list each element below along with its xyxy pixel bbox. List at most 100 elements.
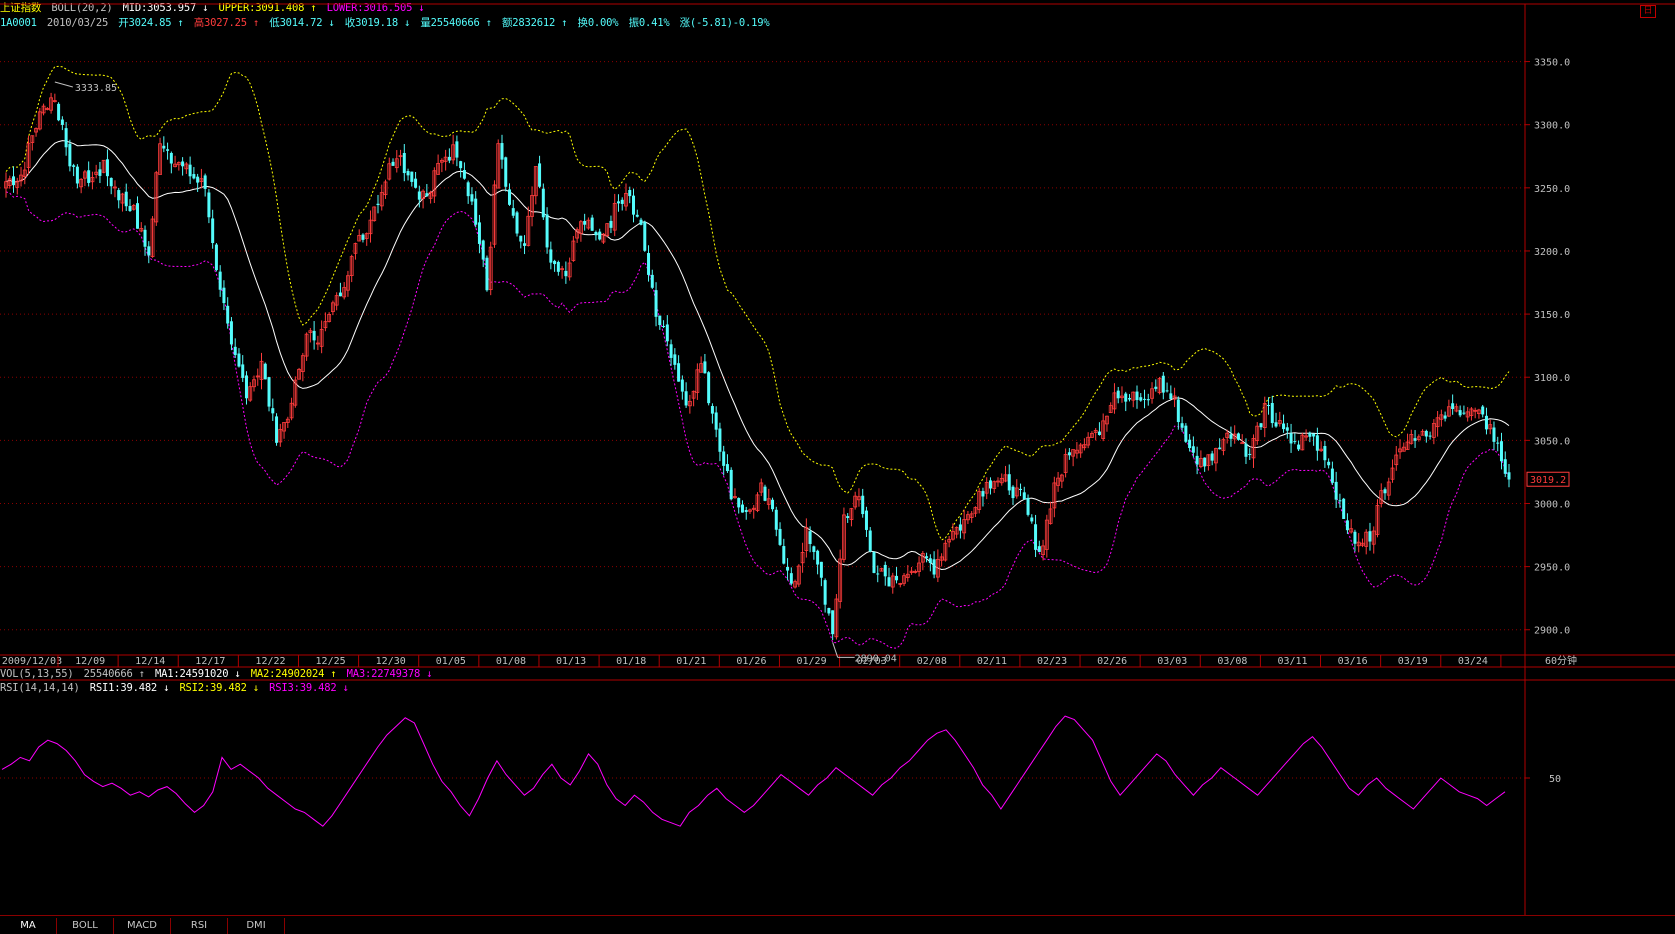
candle-body-down xyxy=(1019,488,1023,491)
candle-body-up xyxy=(19,174,23,182)
candle-body-down xyxy=(876,573,880,575)
x-tick-label: 03/19 xyxy=(1398,656,1428,667)
candle-body-up xyxy=(428,191,433,199)
candle-body-up xyxy=(1398,448,1402,453)
candle-body-down xyxy=(846,516,850,519)
candle-body-up xyxy=(1375,505,1380,535)
candle-body-up xyxy=(319,328,324,347)
candle-body-down xyxy=(812,546,816,553)
rsi1-arrow: ↓ xyxy=(163,682,170,694)
candle-body-down xyxy=(677,363,681,382)
candle-body-up xyxy=(1086,436,1091,446)
candle-body-up xyxy=(699,363,704,373)
candle-body-down xyxy=(635,214,639,217)
candle-body-up xyxy=(184,163,189,170)
tab-boll[interactable]: BOLL xyxy=(57,918,114,934)
window-corner-button[interactable]: 日 xyxy=(1640,5,1656,18)
candle-body-down xyxy=(57,103,61,121)
candle-body-down xyxy=(786,566,790,571)
candle-body-down xyxy=(628,190,632,197)
candle-body-down xyxy=(1334,481,1338,500)
candle-body-down xyxy=(271,408,275,414)
candle-body-down xyxy=(1327,461,1331,466)
low-arrow: ↓ xyxy=(328,17,335,29)
x-tick-label: 02/11 xyxy=(977,656,1007,667)
kline-chart[interactable]: 2900.0 2950.0 3000.0 3050.0 3100.0 3150.0 3200… xyxy=(0,0,1675,915)
high-annotation-leader xyxy=(54,81,73,88)
open-price: 开3024.85 xyxy=(118,17,172,29)
rsi2-value: RSI2:39.482 xyxy=(179,682,247,694)
candle-body-down xyxy=(1236,433,1240,440)
candle-body-up xyxy=(334,295,339,306)
candle-body-down xyxy=(895,575,899,581)
candle-body-down xyxy=(1026,497,1030,515)
lower-band-line xyxy=(5,191,1510,649)
candle-body-up xyxy=(255,375,260,378)
candle-body-down xyxy=(1180,423,1184,428)
boll-label: BOLL(20,2) xyxy=(51,2,113,14)
candle-body-up xyxy=(315,342,320,345)
candle-body-up xyxy=(890,575,895,588)
candle-body-up xyxy=(1371,530,1376,545)
candle-body-up xyxy=(1003,474,1008,482)
candle-body-down xyxy=(1481,406,1485,415)
index-name[interactable]: 上证指数 xyxy=(0,2,42,14)
candle-body-up xyxy=(154,172,159,223)
candle-body-up xyxy=(1120,395,1124,399)
candle-body-down xyxy=(1270,403,1274,424)
candle-body-down xyxy=(1127,398,1131,400)
candle-body-up xyxy=(879,568,884,572)
candle-body-up xyxy=(1108,405,1113,414)
candle-body-down xyxy=(312,330,316,341)
candle-body-up xyxy=(601,233,606,243)
candle-body-up xyxy=(1439,414,1444,420)
candle-body-down xyxy=(1462,412,1466,414)
candle-body-down xyxy=(237,353,241,367)
candle-body-up xyxy=(364,233,369,239)
tab-ma[interactable]: MA xyxy=(0,918,57,934)
candle-body-down xyxy=(823,580,827,605)
rsi1-line xyxy=(1,715,1506,827)
candle-body-down xyxy=(1203,457,1207,467)
turnover-value: 换0.00% xyxy=(577,17,619,29)
candle-body-down xyxy=(707,372,711,404)
current-price-box xyxy=(1526,471,1570,487)
candle-body-up xyxy=(79,178,84,188)
vol-arrow: ↑ xyxy=(138,668,145,680)
candle-body-down xyxy=(1176,399,1180,423)
candle-body-up xyxy=(436,163,441,175)
candle-body-down xyxy=(128,205,132,211)
candle-body-up xyxy=(158,143,162,175)
candle-body-up xyxy=(1469,408,1474,416)
vol-ma3: MA3:22749378 xyxy=(346,668,421,680)
quote-header: 1A0001 2010/03/25 开3024.85 ↑ 高3027.25 ↑ … xyxy=(0,16,774,30)
candle-body-down xyxy=(549,249,553,263)
candle-body-up xyxy=(838,558,843,602)
tab-macd[interactable]: MACD xyxy=(114,918,171,934)
candle-body-down xyxy=(714,412,718,430)
tab-rsi[interactable]: RSI xyxy=(171,918,228,934)
candle-body-down xyxy=(1330,468,1334,483)
candle-body-up xyxy=(1052,482,1057,509)
candle-body-down xyxy=(124,191,128,207)
candle-body-down xyxy=(662,326,666,328)
candle-body-down xyxy=(958,524,962,531)
candle-body-down xyxy=(831,610,835,635)
x-tick-label: 02/23 xyxy=(1037,656,1067,667)
candle-body-down xyxy=(87,170,91,183)
candle-body-down xyxy=(620,199,624,204)
candle-body-down xyxy=(1428,435,1432,437)
high-arrow: ↑ xyxy=(253,17,260,29)
candle-body-up xyxy=(331,302,335,312)
candle-body-down xyxy=(105,159,109,177)
candle-body-up xyxy=(346,275,350,291)
candle-body-up xyxy=(766,498,771,505)
candle-body-down xyxy=(1285,427,1289,431)
rsi2-arrow: ↓ xyxy=(252,682,260,694)
tab-dmi[interactable]: DMI xyxy=(228,918,285,934)
boll-mid: MID:3053.957 xyxy=(122,2,197,14)
candle-body-up xyxy=(842,514,846,560)
current-price-label: 3019.2 xyxy=(1530,475,1566,486)
candle-body-down xyxy=(504,157,508,187)
candle-body-down xyxy=(1097,431,1101,435)
